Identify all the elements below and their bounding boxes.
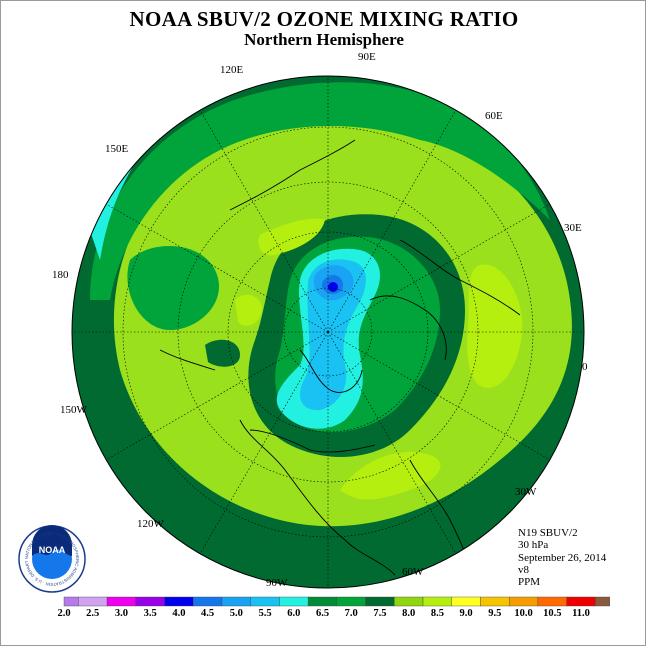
field-8-0-south bbox=[340, 451, 441, 500]
field-8-0-east bbox=[467, 264, 523, 389]
meridians bbox=[72, 76, 584, 588]
legend-swatch bbox=[279, 596, 309, 607]
legend-swatch bbox=[135, 596, 165, 607]
legend-swatch bbox=[537, 596, 567, 607]
date-label: September 26, 2014 bbox=[518, 551, 607, 564]
legend-swatch bbox=[508, 596, 539, 607]
field-6-5-west bbox=[127, 246, 219, 330]
legend-tick-label: 4.5 bbox=[201, 608, 214, 619]
color-legend: 2.0 2.5 3.0 3.5 4.0 4.5 5.0 5.5 6.0 6.5 7.0 7.5 8.0 8… bbox=[57, 596, 610, 619]
metadata-block: N19 SBUV/2 30 hPa September 26, 2014 v8 … bbox=[518, 527, 606, 588]
instrument-label: N19 SBUV/2 bbox=[518, 527, 578, 539]
legend-tick-label: 5.5 bbox=[258, 608, 271, 619]
logo-seagull-sky bbox=[32, 525, 72, 556]
lon-label-180: 180 bbox=[52, 269, 69, 281]
legend-tick-label: 11.0 bbox=[572, 608, 590, 619]
lon-label-60w: 60W bbox=[402, 566, 424, 578]
map-boundary bbox=[71, 75, 585, 589]
lon-label-120e: 120E bbox=[220, 64, 244, 76]
legend-tick-label: 6.5 bbox=[316, 608, 329, 619]
legend-swatch bbox=[106, 596, 137, 607]
field-8-0-west bbox=[235, 294, 262, 326]
legend-tick-label: 2.0 bbox=[57, 608, 70, 619]
legend-swatch bbox=[250, 596, 280, 607]
legend-swatch bbox=[307, 596, 338, 607]
legend-swatch bbox=[480, 596, 510, 607]
graticule bbox=[122, 126, 534, 538]
legend-swatch bbox=[595, 596, 610, 607]
legend-swatch bbox=[422, 596, 452, 607]
legend-tick-label: 6.0 bbox=[287, 608, 300, 619]
legend-swatch bbox=[164, 596, 194, 607]
legend-tick-label: 8.0 bbox=[402, 608, 415, 619]
longitude-labels: 90E 60E 30E 0 30W 60W 90W 120W 150W 180 … bbox=[52, 51, 588, 589]
lon-label-30w: 30W bbox=[515, 486, 537, 498]
lon-label-150e: 150E bbox=[105, 143, 129, 155]
legend-tick-label: 7.5 bbox=[373, 608, 386, 619]
map-subtitle: Northern Hemisphere bbox=[244, 30, 404, 49]
lon-label-0: 0 bbox=[582, 361, 588, 373]
legend-swatch bbox=[451, 596, 481, 607]
noaa-logo: NOAA NATIONAL OCEANIC AND ATMOSPHERIC AD… bbox=[0, 0, 86, 593]
legend-tick-label: 2.5 bbox=[86, 608, 99, 619]
legend-swatch bbox=[221, 596, 251, 607]
legend-swatch bbox=[78, 596, 108, 607]
logo-noaa-text: NOAA bbox=[39, 545, 66, 555]
logo-ring-text: NATIONAL OCEANIC AND ATMOSPHERIC ADMINIS… bbox=[0, 0, 80, 587]
pressure-level-label: 30 hPa bbox=[518, 539, 549, 552]
version-label: v8 bbox=[518, 563, 529, 576]
lon-label-90w: 90W bbox=[266, 577, 288, 589]
field-7-0-west-core bbox=[205, 339, 240, 367]
legend-swatch bbox=[336, 596, 366, 607]
legend-tick-label: 9.5 bbox=[488, 608, 501, 619]
legend-tick-label: 10.5 bbox=[543, 608, 561, 619]
legend-tick-label: 9.0 bbox=[460, 608, 473, 619]
legend-tick-label: 8.5 bbox=[431, 608, 444, 619]
map-title: NOAA SBUV/2 OZONE MIXING RATIO bbox=[129, 7, 519, 31]
units-label: PPM bbox=[518, 576, 541, 589]
lon-label-150w: 150W bbox=[60, 404, 88, 416]
legend-tick-label: 7.0 bbox=[345, 608, 358, 619]
field-3-5-min bbox=[328, 282, 338, 292]
field-5-0-core bbox=[300, 259, 366, 411]
legend-swatch bbox=[365, 596, 395, 607]
legend-tick-label: 4.0 bbox=[172, 608, 185, 619]
legend-swatch bbox=[394, 596, 424, 607]
lon-label-90e: 90E bbox=[358, 51, 376, 63]
legend-swatch bbox=[63, 596, 79, 607]
legend-tick-label: 5.0 bbox=[230, 608, 243, 619]
field-7-0-arc bbox=[90, 82, 550, 300]
field-8-0-north bbox=[258, 218, 325, 256]
lon-label-120w: 120W bbox=[137, 518, 165, 530]
lon-label-30e: 30E bbox=[564, 222, 582, 234]
lon-label-60e: 60E bbox=[485, 110, 503, 122]
legend-swatch bbox=[566, 596, 596, 607]
legend-tick-label: 3.5 bbox=[144, 608, 157, 619]
legend-tick-label: 3.0 bbox=[115, 608, 128, 619]
legend-tick-label: 10.0 bbox=[514, 608, 532, 619]
legend-swatch bbox=[193, 596, 223, 607]
